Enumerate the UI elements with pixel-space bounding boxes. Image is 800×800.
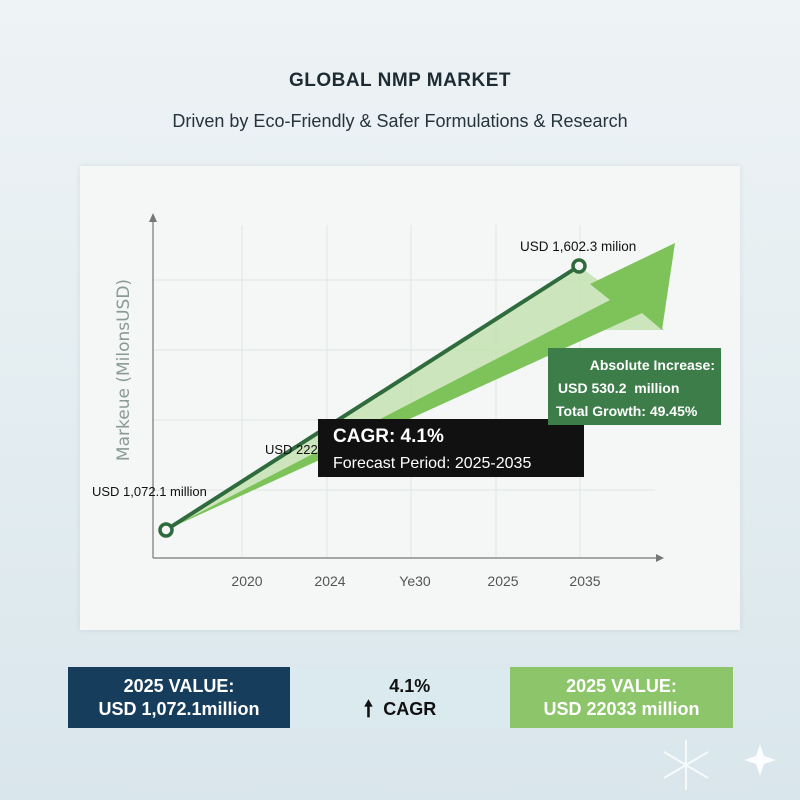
- summary-left: 2025 VALUE: USD 1,072.1million: [68, 667, 290, 728]
- growth-arrow: [166, 243, 675, 530]
- summary-right: 2025 VALUE: USD 22033 million: [510, 667, 733, 728]
- summary-center-label: CAGR: [383, 698, 437, 719]
- series-line: [164, 264, 581, 532]
- summary-left-value: USD 1,072.1million: [98, 698, 260, 719]
- x-tick-label: 2035: [569, 573, 600, 589]
- increase-callout: [548, 348, 721, 425]
- page-subtitle: Driven by Eco-Friendly & Safer Formulati…: [172, 111, 628, 131]
- data-point: [571, 258, 587, 274]
- summary-left-label: 2025 VALUE:: [123, 675, 235, 696]
- snowflake-icon: [663, 740, 709, 790]
- increase-line-3: Total Growth: 49.45%: [556, 403, 698, 419]
- data-point: [158, 522, 174, 538]
- x-tick-label: 2020: [231, 573, 262, 589]
- cagr-box: [318, 419, 584, 477]
- increase-line-2: USD 530.2 million: [558, 380, 679, 396]
- x-tick-label: 2024: [314, 573, 345, 589]
- summary-right-value: USD 22033 million: [543, 698, 700, 719]
- x-tick-label: 2025: [487, 573, 518, 589]
- start-value-label: USD 1,072.1 million: [92, 484, 207, 499]
- summary-right-label: 2025 VALUE:: [566, 675, 677, 696]
- x-axis-arrow: [656, 554, 664, 562]
- arrow-up-icon: 🠕: [363, 696, 374, 721]
- increase-line-1: Absolute Increase:: [590, 357, 715, 373]
- sparkle-icon: [744, 744, 776, 776]
- page-title: GLOBAL NMP MARKET: [288, 70, 512, 91]
- y-axis-label: Markeue (MilonsUSD): [114, 279, 134, 461]
- growth-area: [166, 266, 665, 530]
- x-tick-label: Ye30: [399, 573, 431, 589]
- summary-center: 🠕 4.1% CAGR: [290, 667, 510, 728]
- cagr-period: Forecast Period: 2025-2035: [333, 455, 531, 472]
- summary-center-value: 4.1%: [389, 675, 431, 696]
- y-axis-arrow: [149, 213, 157, 222]
- cagr-title: CAGR: 4.1%: [333, 426, 444, 447]
- end-value-label: USD 1,602.3 milion: [520, 239, 636, 254]
